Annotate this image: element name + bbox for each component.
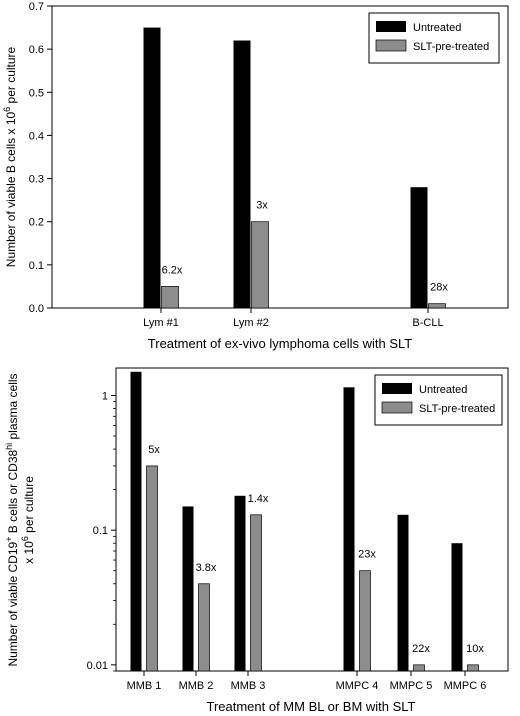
y-tick-label: 0.3 [29, 174, 44, 186]
y-title-b-l1-mid: B cells or CD38 [6, 450, 20, 537]
bar-untreated [130, 371, 142, 671]
y-tick-label: 0.6 [29, 44, 44, 56]
y-axis-title-top: Number of viable B cells x 106 per cultu… [2, 46, 18, 267]
y-title-b-l2-sup: 6 [20, 536, 30, 541]
y-tick-label: 0.01 [87, 660, 108, 672]
plot-frame-top [51, 5, 509, 309]
y-title-b-l1-suffix: plasma cells [6, 373, 20, 442]
x-tick-label: MMPC 5 [390, 680, 433, 692]
legend-swatch-slt [381, 401, 413, 414]
legend-label-slt: SLT-pre-treated [419, 403, 495, 415]
bar-untreated [143, 27, 161, 308]
y-axis-title-top-suffix: per culture [4, 46, 18, 106]
legend-label-untreated: Untreated [419, 384, 467, 396]
bar-untreated [234, 495, 246, 671]
legend-swatch-untreated [382, 383, 412, 394]
fold-change-label: 3x [256, 200, 268, 212]
legend-bottom: Untreated SLT-pre-treated [374, 374, 503, 426]
bar-untreated [182, 506, 194, 671]
legend-label-slt: SLT-pre-treated [413, 41, 489, 53]
legend-top: Untreated SLT-pre-treated [368, 12, 500, 64]
x-tick-label: MMB 1 [127, 680, 162, 692]
bar-untreated [451, 543, 463, 671]
bar-untreated [233, 40, 251, 309]
legend-label-untreated: Untreated [413, 22, 461, 34]
plot-frame-bottom [115, 367, 509, 672]
bar-slt-pre-treated [250, 514, 262, 672]
x-tick-label: MMPC 6 [444, 680, 487, 692]
legend-frame [368, 12, 500, 64]
x-tick-label: Lym #2 [233, 317, 269, 329]
bar-slt-pre-treated [251, 221, 269, 309]
bar-slt-pre-treated [467, 664, 479, 672]
y-tick-label: 0.7 [29, 1, 44, 13]
bar-untreated [343, 387, 355, 671]
bar-untreated [397, 514, 409, 671]
y-title-b-l1-sup1: + [4, 537, 14, 542]
y-title-b-l2-prefix: x 10 [22, 541, 36, 564]
fold-change-label: 10x [466, 643, 484, 655]
bar-slt-pre-treated [146, 465, 158, 672]
y-title-b-l1-prefix: Number of viable CD19 [6, 541, 20, 666]
chart-bottom: 0.01 0.1 1 MMB 1 MMB 2 MMB 3 MMPC 4 MMPC 5 MMPC… [4, 367, 509, 714]
bar-slt-pre-treated [161, 286, 179, 309]
bar-slt-pre-treated [413, 664, 425, 672]
y-axis-title-bottom: Number of viable CD19+ B cells or CD38hi… [4, 373, 36, 666]
x-tick-label: MMB 3 [231, 680, 266, 692]
y-tick-label: 0.2 [29, 217, 44, 229]
fold-change-label: 1.4x [248, 493, 269, 505]
y-axis-title-bottom-line1: Number of viable CD19+ B cells or CD38hi… [4, 373, 20, 666]
x-tick-label: B-CLL [412, 317, 443, 329]
y-axis-title-bottom-line2: x 106 per culture [20, 476, 36, 564]
legend-frame [374, 374, 503, 426]
y-axis-title-top-prefix: Number of viable B cells x 10 [4, 111, 18, 267]
x-tick-label: MMPC 4 [336, 680, 379, 692]
y-axis-title-top-sup: 6 [2, 107, 12, 112]
fold-change-label: 23x [358, 549, 376, 561]
y-tick-label: 0.4 [29, 130, 44, 142]
fold-change-label: 28x [430, 282, 448, 294]
bar-slt-pre-treated [359, 570, 371, 672]
bar-slt-pre-treated [428, 303, 446, 309]
fold-change-label: 5x [148, 444, 160, 456]
fold-change-label: 3.8x [196, 562, 217, 574]
x-tick-label: MMB 2 [179, 680, 214, 692]
y-title-b-l2-suffix: per culture [22, 476, 36, 536]
x-tick-label: Lym #1 [143, 317, 179, 329]
bar-untreated [410, 187, 428, 308]
bar-slt-pre-treated [198, 583, 210, 672]
legend-swatch-slt [375, 39, 407, 52]
legend-swatch-untreated [376, 21, 406, 32]
fold-change-label: 6.2x [162, 264, 183, 276]
y-tick-label: 0.1 [93, 525, 108, 537]
x-axis-title-top: Treatment of ex-vivo lymphoma cells with… [148, 336, 412, 351]
fold-change-label: 22x [412, 643, 430, 655]
y-tick-label: 0.1 [29, 260, 44, 272]
y-tick-label: 0.0 [29, 303, 44, 315]
x-axis-title-bottom: Treatment of MM BL or BM with SLT [206, 699, 415, 714]
chart-top: 0.0 0.1 0.2 0.3 0.4 0.5 0.6 0.7 Lym #1 Lym #2 B-C… [2, 1, 509, 351]
y-tick-label: 0.5 [29, 87, 44, 99]
y-title-b-l1-sup2: hi [4, 443, 14, 450]
y-tick-label: 1 [102, 390, 108, 402]
